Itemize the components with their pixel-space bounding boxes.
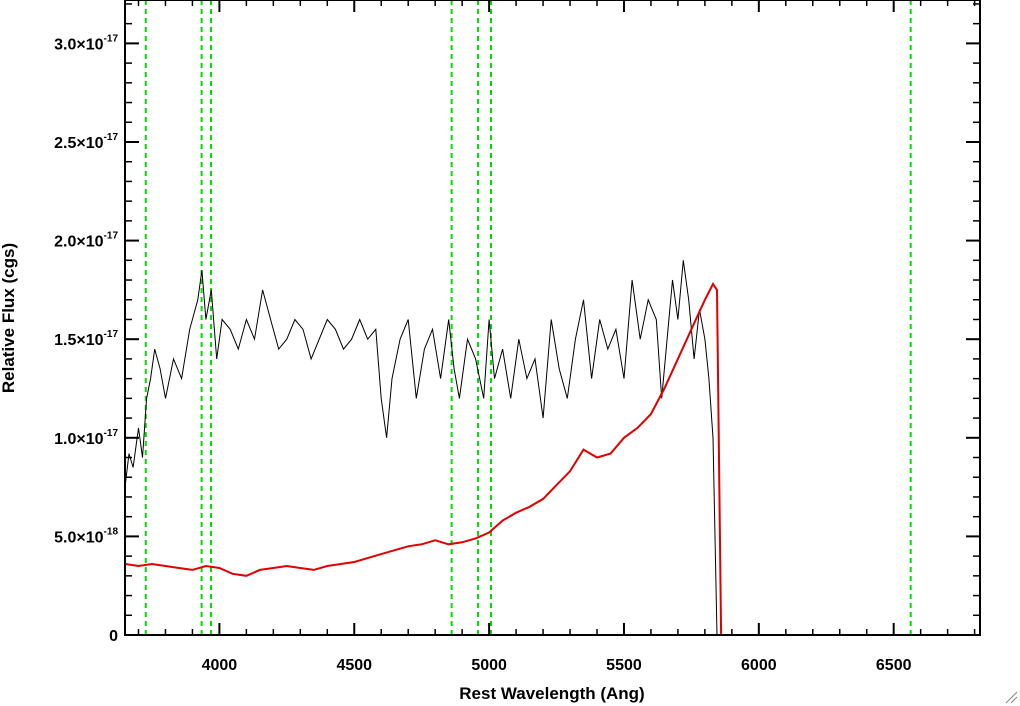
y-axis-title: Relative Flux (cgs) — [0, 243, 18, 393]
y-tick-label: 0 — [109, 628, 118, 645]
y-tick-label: 2.5×10-17 — [54, 132, 118, 152]
x-tick-label: 4000 — [202, 657, 238, 674]
series-layer — [125, 260, 980, 635]
axis-ticks — [125, 0, 980, 636]
y-tick-label: 1.0×10-17 — [54, 428, 118, 448]
x-tick-labels: 4000 4500 5000 5500 6000 6500 — [202, 657, 912, 674]
x-tick-label: 6000 — [741, 657, 777, 674]
series-line-0 — [125, 260, 718, 635]
resize-grip-icon[interactable] — [1004, 690, 1018, 704]
series-line-1 — [125, 282, 980, 635]
y-tick-label: 1.5×10-17 — [54, 329, 118, 349]
x-tick-label: 6500 — [876, 657, 912, 674]
x-tick-label: 4500 — [336, 657, 372, 674]
y-tick-label: 3.0×10-17 — [54, 33, 118, 53]
x-axis-title: Rest Wavelength (Ang) — [459, 684, 644, 703]
y-tick-label: 5.0×10-18 — [54, 526, 118, 546]
y-tick-labels: 0 5.0×10-18 1.0×10-17 1.5×10-17 2.0×10-17 2.5… — [54, 33, 118, 645]
y-tick-label: 2.0×10-17 — [54, 231, 118, 251]
plot-frame — [124, 0, 981, 636]
x-tick-label: 5000 — [471, 657, 507, 674]
reference-lines — [144, 0, 912, 635]
x-tick-label: 5500 — [606, 657, 642, 674]
